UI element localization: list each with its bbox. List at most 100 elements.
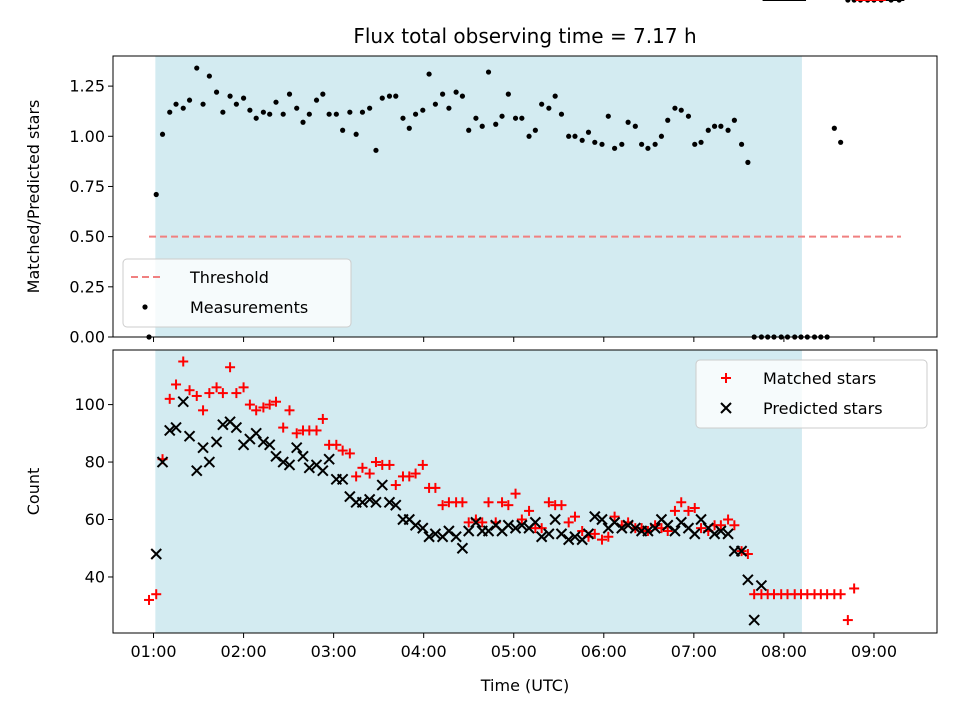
legend-label: Matched stars: [763, 369, 876, 388]
data-point: [283, 459, 296, 471]
legend: Threshold Measurements: [122, 258, 352, 328]
data-point: [191, 464, 203, 477]
x-tick-label: 04:00: [401, 642, 447, 661]
data-point: [669, 525, 681, 537]
data-point: [579, 137, 585, 143]
data-point: [404, 471, 415, 482]
data-point: [672, 105, 678, 111]
x-tick-label: 06:00: [581, 642, 627, 661]
data-point: [463, 517, 474, 528]
data-point: [284, 405, 295, 416]
data-point: [370, 496, 382, 508]
chart-title: Flux total observing time = 7.17 h: [353, 24, 696, 48]
data-point: [270, 450, 282, 463]
y-tick-label: 1.25: [69, 77, 105, 96]
data-point: [725, 127, 731, 133]
data-point: [459, 93, 466, 99]
data-point: [267, 111, 273, 117]
data-point: [619, 141, 625, 147]
series-measurements: [146, 0, 902, 340]
data-point: [194, 65, 200, 71]
data-point: [320, 91, 326, 97]
data-point: [203, 456, 216, 468]
data-point: [622, 519, 634, 531]
data-point: [410, 468, 421, 479]
data-point: [835, 589, 846, 600]
data-point: [683, 505, 694, 516]
data-point: [662, 519, 674, 531]
data-point: [225, 362, 236, 373]
data-point: [603, 531, 614, 542]
legend-box: [695, 359, 928, 429]
data-point: [456, 542, 469, 554]
data-point: [170, 421, 182, 434]
data-point: [669, 505, 680, 516]
data-point: [364, 468, 375, 479]
data-point: [842, 615, 853, 626]
data-point: [715, 525, 727, 537]
data-point: [367, 105, 373, 111]
data-point: [569, 531, 581, 543]
data-point: [748, 614, 760, 626]
data-point: [708, 528, 721, 540]
data-point: [317, 413, 328, 424]
data-point: [437, 500, 448, 511]
data-point: [502, 519, 515, 531]
top-panel-ratio: 0.00 0.25 0.50 0.75 1.00 1.25 Matched/Predicte…: [24, 0, 938, 347]
data-point: [184, 385, 195, 396]
data-point: [543, 497, 554, 508]
data-point: [280, 111, 286, 117]
data-point: [303, 462, 316, 474]
data-point: [479, 123, 485, 129]
data-point: [596, 513, 608, 526]
legend-marker: [720, 402, 732, 414]
data-point: [569, 511, 580, 522]
data-point: [340, 127, 346, 133]
data-point: [831, 125, 837, 131]
observing-window-span: [155, 350, 802, 633]
legend-box: [122, 258, 352, 328]
data-point: [384, 459, 395, 470]
data-point: [376, 479, 388, 491]
data-point: [379, 95, 385, 101]
data-point: [566, 133, 572, 139]
data-point: [238, 382, 249, 393]
data-point: [217, 388, 228, 399]
data-point: [549, 513, 561, 526]
data-point: [326, 111, 332, 117]
data-point: [277, 456, 289, 468]
data-point: [270, 396, 281, 407]
data-point: [406, 125, 412, 131]
data-point: [729, 520, 740, 531]
data-point: [443, 525, 455, 537]
data-point: [625, 119, 631, 125]
data-point: [151, 589, 162, 600]
data-point: [652, 141, 658, 147]
legend-label: Predicted stars: [763, 399, 883, 418]
data-point: [582, 528, 595, 540]
data-point: [231, 388, 242, 399]
data-point: [390, 499, 402, 511]
data-point: [337, 445, 348, 456]
bottom-panel-count: 40 60 80 100 01:00 02:00 03:00 04:00 05:00 06:00 0…: [24, 0, 938, 661]
data-point: [430, 482, 441, 493]
data-point: [698, 139, 704, 145]
data-point: [632, 123, 638, 129]
data-point: [278, 422, 289, 433]
data-point: [353, 131, 359, 137]
data-point: [552, 93, 558, 99]
data-point: [497, 497, 508, 508]
data-point: [718, 123, 724, 129]
data-point: [572, 133, 578, 139]
data-point: [347, 109, 353, 115]
data-point: [417, 459, 428, 470]
data-point: [838, 139, 844, 145]
data-point: [685, 113, 692, 119]
data-point: [658, 133, 665, 139]
data-point: [429, 528, 442, 540]
data-point: [164, 424, 176, 437]
data-point: [556, 500, 567, 511]
data-point: [731, 117, 737, 123]
data-point: [532, 127, 538, 133]
data-point: [536, 523, 547, 534]
